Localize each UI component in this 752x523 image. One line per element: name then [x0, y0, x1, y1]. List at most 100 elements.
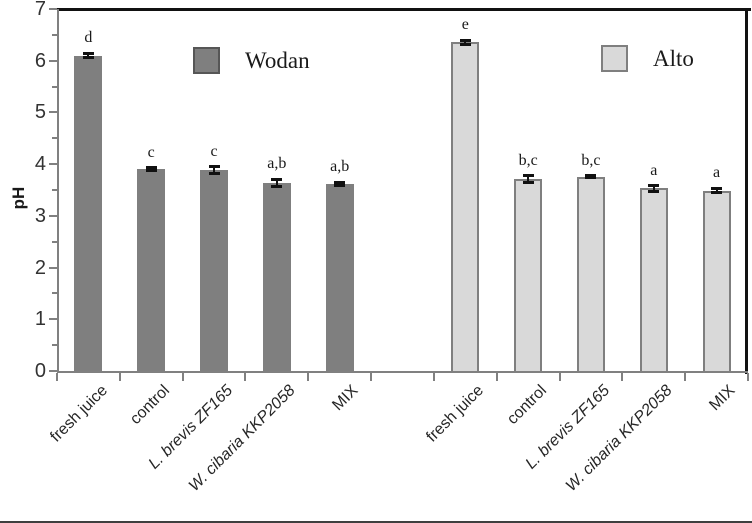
y-minor-tick	[52, 240, 57, 243]
bar-alto-4	[702, 190, 731, 371]
error-bar-cap	[145, 169, 157, 173]
y-tick-label: 3	[34, 204, 46, 227]
error-bar	[527, 175, 530, 183]
error-bar-cap	[585, 176, 597, 180]
legend-label-wodan: Wodan	[245, 47, 310, 73]
error-bar-cap	[711, 191, 723, 195]
x-tick	[118, 373, 121, 381]
y-axis-title: pH	[9, 186, 28, 210]
y-tick-label: 6	[34, 49, 46, 72]
error-bar-cap	[648, 184, 660, 188]
error-bar-cap	[334, 180, 346, 184]
y-minor-tick	[52, 33, 57, 36]
error-bar	[338, 182, 341, 186]
error-bar-cap	[711, 186, 723, 190]
error-bar-cap	[82, 56, 94, 60]
y-minor-tick	[52, 189, 57, 191]
bar-alto-1	[514, 179, 543, 371]
error-bar-cap	[145, 166, 157, 170]
y-major-tick	[49, 318, 57, 321]
figure-bottom-border	[0, 521, 752, 523]
legend-wodan: Wodan	[193, 47, 310, 74]
plot-right-border	[745, 8, 748, 374]
bar-wodan-0	[74, 55, 103, 371]
error-bar-cap	[585, 174, 597, 178]
error-bar	[715, 188, 718, 193]
y-minor-tick	[52, 292, 57, 295]
plot-top-border	[57, 8, 751, 11]
significance-letter: b,c	[581, 151, 601, 169]
y-major-tick	[49, 111, 57, 114]
x-tick	[432, 373, 435, 381]
error-bar-cap	[522, 181, 534, 185]
y-tick-label: 7	[34, 0, 46, 20]
x-tick	[370, 373, 373, 381]
y-major-tick	[49, 8, 57, 10]
y-axis-line	[57, 9, 59, 373]
y-major-tick	[49, 266, 57, 269]
x-category-label: MIX	[329, 382, 362, 415]
y-tick-label: 5	[34, 101, 46, 124]
x-tick	[684, 373, 687, 381]
error-bar-cap	[459, 42, 471, 46]
x-category-label: fresh juice	[46, 382, 111, 446]
legend-swatch-alto	[601, 45, 628, 72]
significance-letter: d	[84, 29, 93, 47]
error-bar-cap	[271, 177, 283, 181]
bar-wodan-1	[137, 169, 166, 371]
bar-alto-0	[451, 42, 480, 371]
x-category-label: fresh juice	[423, 382, 488, 446]
error-bar-cap	[522, 174, 534, 178]
bar-alto-2	[576, 176, 605, 371]
error-bar	[87, 53, 90, 58]
x-axis-line	[57, 371, 748, 373]
error-bar	[464, 40, 467, 45]
legend-alto: Alto	[601, 45, 694, 72]
significance-letter: a	[713, 164, 721, 182]
significance-letter: a	[650, 161, 658, 179]
y-minor-tick	[52, 137, 57, 140]
error-bar-cap	[334, 183, 346, 187]
legend-swatch-wodan	[193, 47, 220, 74]
x-tick	[621, 373, 624, 381]
error-bar-cap	[271, 184, 283, 188]
significance-letter: c	[210, 142, 218, 160]
y-tick-label: 1	[34, 308, 46, 331]
significance-letter: e	[461, 16, 469, 34]
x-category-label: control	[127, 382, 174, 428]
error-bar	[213, 166, 216, 174]
error-bar-cap	[648, 189, 660, 193]
x-tick	[307, 373, 310, 381]
legend-label-alto: Alto	[653, 45, 694, 71]
y-major-tick	[49, 370, 57, 372]
x-category-label: W. cibaria KKP2058	[186, 382, 299, 495]
x-tick	[495, 373, 498, 381]
error-bar	[275, 179, 278, 187]
y-major-tick	[49, 214, 57, 217]
x-tick	[56, 373, 58, 381]
error-bar-cap	[208, 172, 220, 176]
y-major-tick	[49, 163, 57, 166]
x-category-label: W. cibaria KKP2058	[562, 382, 676, 495]
significance-letter: a,b	[267, 155, 287, 173]
y-minor-tick	[52, 85, 57, 88]
significance-letter: a,b	[330, 158, 350, 176]
significance-letter: c	[147, 143, 155, 161]
x-category-label: MIX	[706, 382, 739, 415]
bar-wodan-3	[262, 182, 291, 371]
x-category-label: control	[504, 382, 551, 428]
x-tick	[181, 373, 184, 381]
x-tick	[558, 373, 561, 381]
y-tick-label: 2	[34, 256, 46, 279]
error-bar-cap	[82, 51, 94, 55]
y-tick-label: 4	[34, 153, 46, 176]
x-tick	[747, 373, 749, 381]
bar-wodan-4	[325, 183, 354, 371]
y-minor-tick	[52, 344, 57, 347]
y-tick-label: 0	[34, 360, 46, 382]
y-major-tick	[49, 59, 57, 62]
significance-letter: b,c	[518, 151, 538, 169]
error-bar-cap	[208, 165, 220, 169]
error-bar	[150, 167, 153, 171]
